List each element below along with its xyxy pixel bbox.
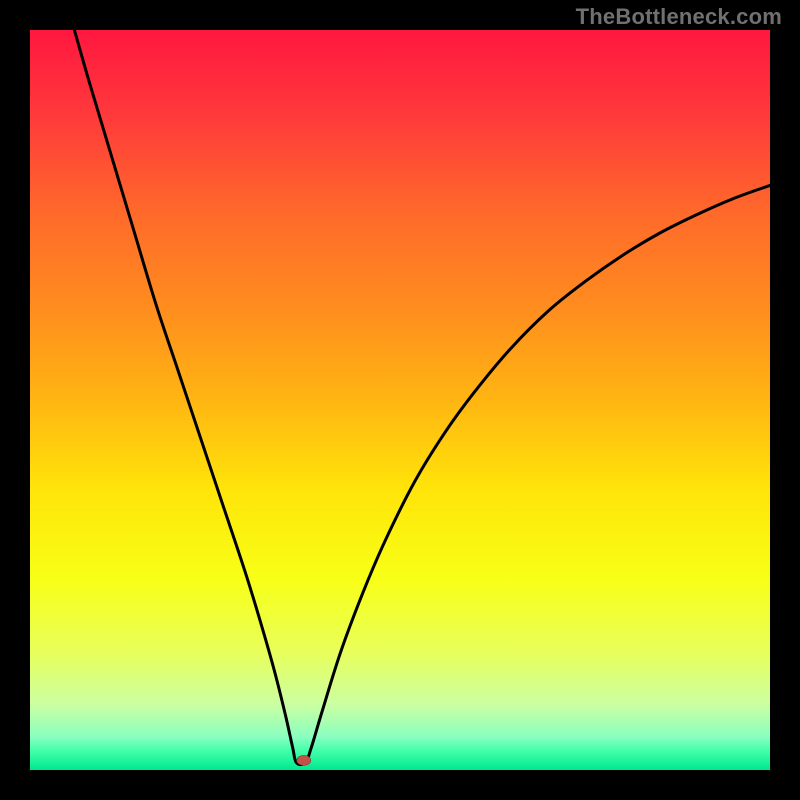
chart-background (30, 30, 770, 770)
plot-area (30, 30, 770, 770)
outer-frame: TheBottleneck.com (0, 0, 800, 800)
chart-svg (30, 30, 770, 770)
trough-marker (297, 755, 311, 765)
watermark-text: TheBottleneck.com (576, 4, 782, 30)
